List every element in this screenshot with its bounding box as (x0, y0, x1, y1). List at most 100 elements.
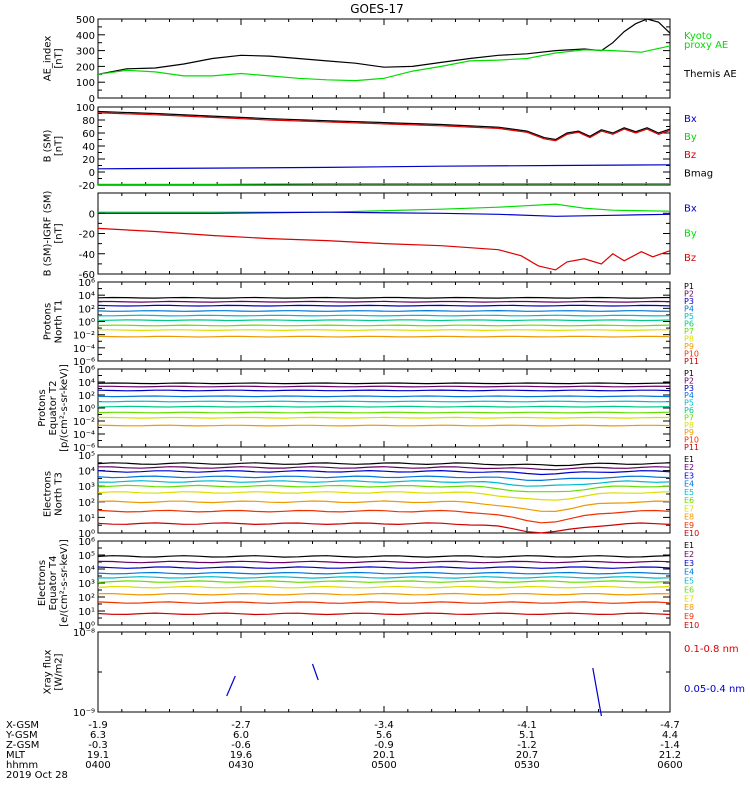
legend-label: E4 (684, 568, 694, 577)
y-tick-label: 10⁻⁶ (73, 357, 95, 368)
y-tick-label: 10⁵ (78, 451, 95, 462)
xray-segment (226, 675, 236, 697)
y-axis-label: [W/m2] (54, 653, 65, 690)
y-tick-label: 10⁴ (78, 467, 95, 478)
ephemeris-value: 5.1 (519, 730, 535, 741)
ephemeris-value: 20.7 (516, 750, 538, 761)
y-tick-label: 300 (76, 47, 95, 58)
y-tick-label: -20 (79, 181, 95, 192)
ephemeris-row-label: MLT (6, 750, 26, 761)
legend-label: P3 (684, 384, 694, 393)
legend-label: E8 (684, 513, 694, 522)
y-tick-label: 10⁴ (78, 565, 95, 576)
y-tick-label: 40 (82, 142, 95, 153)
y-tick-label: 400 (76, 31, 95, 42)
y-axis-label: [e/(cm²-s-sr-keV)] (59, 539, 70, 627)
y-tick-label: 0 (89, 209, 95, 220)
ephemeris-value: 6.0 (233, 730, 249, 741)
legend-label: P8 (684, 335, 694, 344)
flux-line (97, 480, 671, 487)
ephemeris-value: 0430 (228, 760, 253, 771)
legend-label: P9 (684, 428, 694, 437)
panel-pt1: 10⁻⁶ 10⁻⁴ 10⁻² 10⁰ 10² 10⁴ 10⁶ Protons North T1 P… (43, 278, 700, 368)
y-tick-label: 10⁴ (78, 378, 95, 389)
legend-label: E1 (684, 455, 694, 464)
ephemeris-value: -3.4 (374, 720, 394, 731)
series-line-by (98, 183, 670, 185)
series-line-bmag (97, 110, 671, 141)
flux-line (97, 411, 671, 414)
legend-label: E6 (684, 496, 694, 505)
xray-segment (592, 667, 602, 717)
ephemeris-value: -1.2 (517, 740, 537, 751)
y-axis-label: Equator T2 (48, 381, 59, 436)
y-axis-label: B (SM)-IGRF (SM) (43, 191, 54, 277)
legend-label: P10 (684, 436, 699, 445)
flux-line (97, 389, 671, 392)
flux-line (97, 309, 671, 312)
legend-label: Themis AE (683, 69, 737, 80)
legend-label: E5 (684, 488, 694, 497)
flux-line (97, 500, 671, 513)
flux-line (97, 462, 671, 467)
y-tick-label: 10⁶ (78, 365, 95, 376)
y-tick-label: -40 (79, 250, 95, 261)
series-line-bz (97, 112, 671, 142)
ephemeris-row-label: hhmm (6, 760, 38, 771)
y-tick-label: 10⁻² (73, 331, 95, 342)
ephemeris-date: 2019 Oct 28 (6, 770, 68, 781)
plot-title: GOES-17 (350, 2, 404, 16)
flux-line (97, 560, 671, 564)
legend-label: P4 (684, 305, 694, 314)
ephemeris-value: 19.6 (230, 750, 252, 761)
panel-frame (97, 631, 671, 713)
y-axis-label: Protons (43, 303, 54, 340)
y-tick-label: 10⁶ (78, 537, 95, 548)
panel-frame (97, 368, 671, 448)
y-tick-label: 200 (76, 62, 95, 73)
ephemeris-value: -4.7 (660, 720, 680, 731)
legend-label: Bz (684, 253, 696, 264)
legend-label: By (684, 132, 697, 143)
ephemeris-value: 4.4 (662, 730, 678, 741)
y-tick-label: 10⁵ (78, 551, 95, 562)
legend-label: 0.05-0.4 nm (684, 684, 745, 695)
legend-label: Bx (684, 114, 697, 125)
y-tick-label: 10² (78, 498, 95, 509)
legend-label: P2 (684, 290, 694, 299)
y-axis-label: North T3 (54, 472, 65, 516)
y-axis-label: [nT] (54, 136, 65, 156)
legend-label: E2 (684, 550, 694, 559)
ephemeris-row-label: Y-GSM (5, 730, 38, 741)
y-tick-label: 10³ (78, 579, 95, 590)
legend-label: Bx (684, 204, 697, 215)
legend-label: P2 (684, 376, 694, 385)
y-tick-label: 60 (82, 129, 95, 140)
legend-label: E9 (684, 521, 694, 530)
ephemeris-value: 21.2 (659, 750, 681, 761)
flux-line (97, 469, 671, 476)
flux-line (97, 555, 671, 558)
y-tick-label: -60 (79, 270, 95, 281)
legend-label: E10 (684, 529, 699, 538)
legend-label: P1 (684, 369, 694, 378)
panel-pt2: 10⁻⁶ 10⁻⁴ 10⁻² 10⁰ 10² 10⁴ 10⁶ Protons Equator T… (37, 364, 699, 454)
ephemeris-value: -0.6 (231, 740, 251, 751)
y-tick-label: 10⁻² (73, 417, 95, 428)
series-line-kyoto (97, 45, 671, 82)
panel-bsm: -20 0 20 40 60 80 100 B (SM) [nT] Bx By Bz Bmag (43, 103, 714, 192)
flux-line (97, 405, 671, 408)
panel-frame (97, 18, 671, 99)
flux-line (97, 566, 671, 569)
y-tick-label: 10⁻⁴ (73, 344, 95, 355)
ephemeris-row-label: Z-GSM (6, 740, 39, 751)
legend-label: P4 (684, 391, 694, 400)
y-axis-label: Protons (37, 389, 48, 426)
flux-line (97, 424, 671, 427)
legend-label: E6 (684, 585, 694, 594)
y-tick-label: 20 (82, 155, 95, 166)
legend-label: E3 (684, 471, 694, 480)
flux-line (97, 319, 671, 322)
flux-line (97, 580, 671, 583)
